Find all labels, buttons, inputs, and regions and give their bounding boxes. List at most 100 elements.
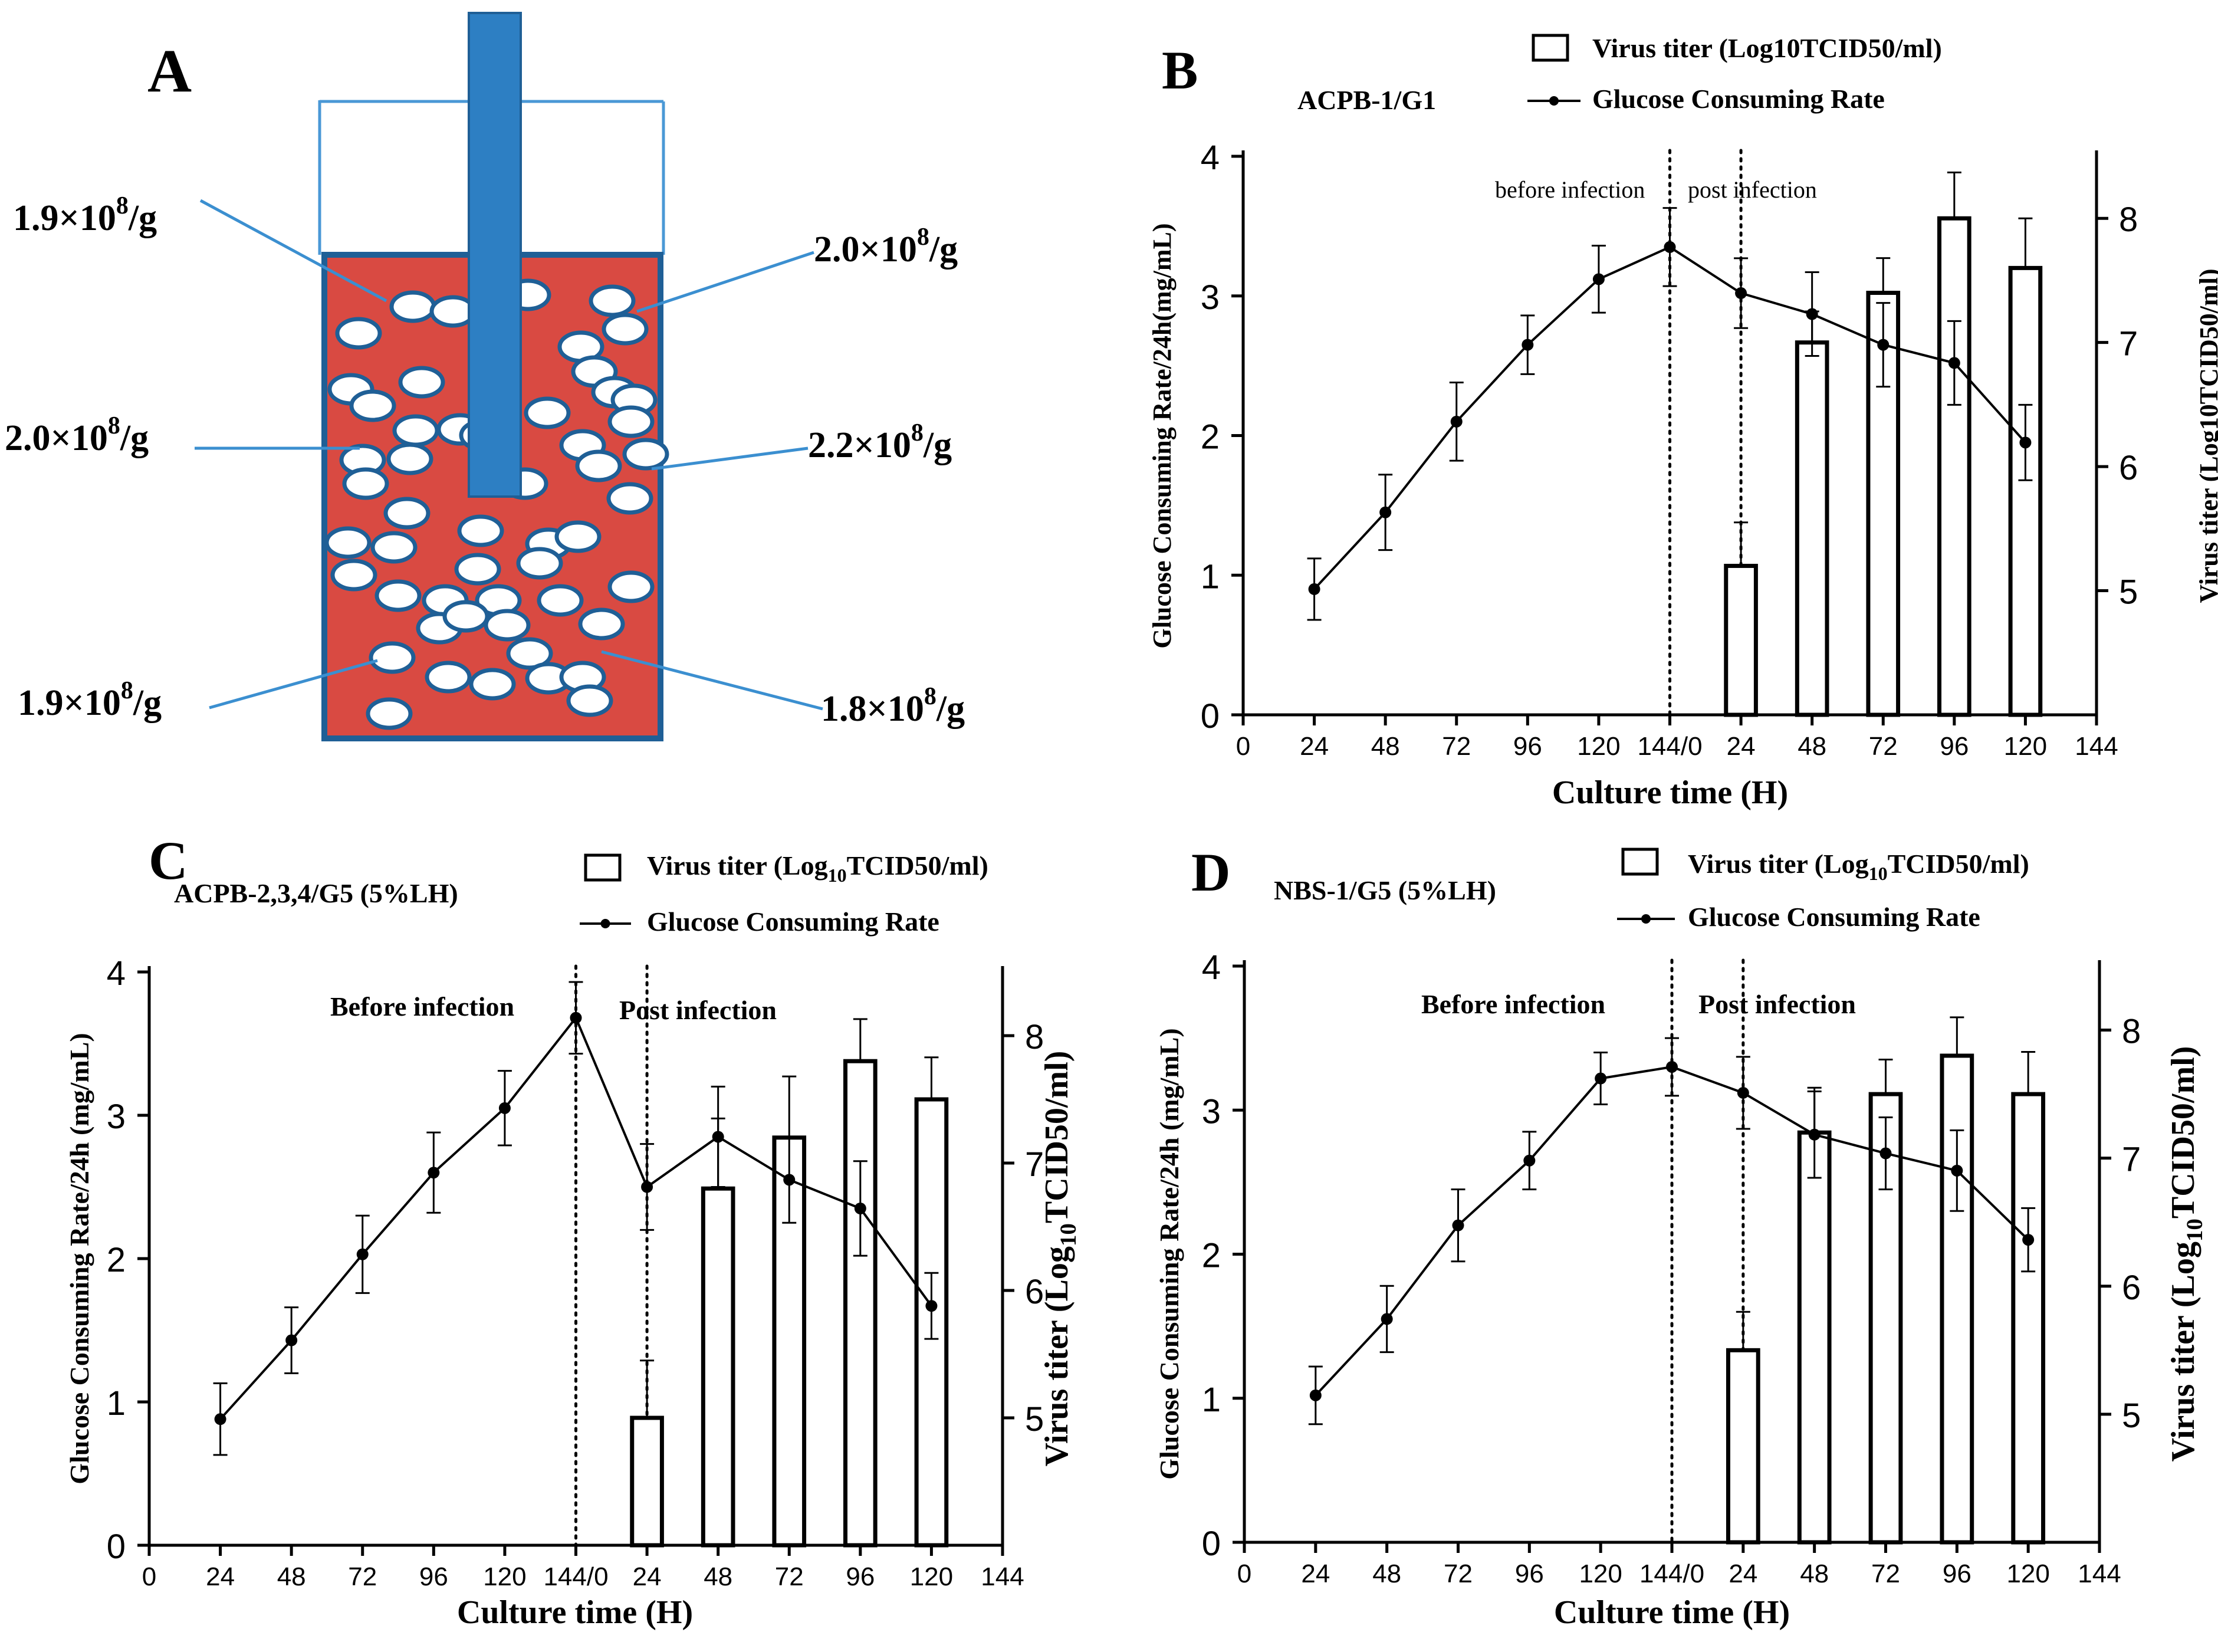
legend-line-marker (1549, 96, 1559, 106)
microcarrier-bead (457, 514, 504, 547)
y-right-tick-label: 5 (1025, 1400, 1044, 1438)
microcarrier-bead (484, 609, 531, 642)
microcarrier-bead (469, 668, 516, 701)
glucose-point (641, 1181, 653, 1193)
panel-a-label: A (147, 37, 192, 105)
x-tick-label: 48 (1371, 732, 1400, 761)
legend: Virus titer (Log10TCID50/ml) Glucose Cons… (1527, 33, 1942, 114)
y-right-tick-label: 8 (1025, 1018, 1044, 1056)
legend-bar-label-text: Virus titer (Log (1688, 849, 1869, 879)
sampling-leader-lines (195, 199, 823, 711)
microcarrier-bead (607, 570, 655, 603)
microcarrier-beads (324, 278, 669, 730)
microcarrier-bead (589, 284, 636, 317)
glucose-point (1523, 1154, 1536, 1167)
glucose-point (356, 1248, 369, 1260)
microcarrier-bead (566, 684, 613, 717)
leader-line-right-middle (651, 446, 809, 471)
y-right-tick-label: 7 (2119, 325, 2138, 363)
x-tick-label: 72 (775, 1562, 804, 1591)
y-right-axis-label: Virus titer (Log10TCID50/ml) (2165, 1046, 2207, 1462)
titer-bar (843, 1059, 878, 1548)
leader-line-left-top (199, 199, 387, 303)
x-tick-label: 96 (1515, 1559, 1544, 1588)
region-label: Before infection (1421, 989, 1605, 1019)
annotation-left-bottom: 1.9×108/g (18, 677, 162, 723)
y-left-tick-label: 2 (1201, 418, 1220, 456)
y-right-axis-label-text: Virus titer (Log10TCID50/ml) (2194, 268, 2218, 603)
glucose-point (498, 1102, 511, 1114)
microcarrier-bead (330, 559, 377, 592)
x-tick-label: 72 (1444, 1559, 1473, 1588)
y-left-tick-label: 1 (107, 1384, 126, 1423)
y-right-axis-label: Virus titer (Log10TCID50/ml) (1039, 1051, 1081, 1467)
legend-bar-label-sub: 10 (1869, 863, 1888, 884)
x-tick-label: 144/0 (543, 1562, 608, 1591)
region-label: before infection (1495, 176, 1645, 203)
microcarrier-bead (606, 482, 653, 515)
microcarrier-bead (335, 317, 382, 350)
microcarrier-bead (425, 661, 472, 694)
glucose-point (925, 1300, 938, 1312)
glucose-point (1381, 1313, 1393, 1325)
legend-bar-label: Virus titer (Log10TCID50/ml) (647, 850, 988, 886)
legend-bar-label-text: Virus titer (Log10TCID50/ml) (1592, 33, 1942, 63)
chart-title: NBS-1/G5 (5%LH) (1274, 875, 1496, 905)
microcarrier-bead (342, 467, 389, 500)
y-right-axis-label: Virus titer (Log10TCID50/ml) (2194, 268, 2218, 603)
microcarrier-bead (575, 449, 622, 482)
microcarrier-bead (537, 584, 584, 617)
microcarrier-bead (349, 389, 396, 422)
glucose-point (1379, 506, 1392, 518)
annotation-right-top: 2.0×108/g (814, 224, 958, 270)
glucose-point (1309, 1389, 1322, 1401)
glucose-point (1664, 241, 1676, 253)
y-left-tick-label: 0 (1202, 1525, 1221, 1563)
x-tick-label: 24 (1729, 1559, 1757, 1588)
x-tick-label: 96 (1940, 732, 1969, 761)
glucose-point (1666, 1060, 1678, 1073)
legend-bar-swatch (584, 853, 622, 882)
x-tick-label: 24 (1300, 732, 1329, 761)
microcarrier-bead (516, 547, 563, 580)
legend-bar-label-rest: TCID50/ml) (1888, 849, 2029, 879)
panel-a-reactor-schematic: A 1.9×108/g 2.0×108/g 1.9×10 (5, 12, 965, 741)
x-tick-label: 96 (1943, 1559, 1971, 1588)
x-tick-label: 0 (1236, 732, 1250, 761)
titer-bar (1726, 1348, 1760, 1545)
panel-b-chart: B ACPB-1/G1 Virus titer (Log10TCID50/ml) Gl… (1148, 33, 2218, 811)
glucose-point (1522, 339, 1534, 351)
titer-bar (1724, 563, 1758, 717)
legend-line-label: Glucose Consuming Rate (647, 907, 939, 937)
legend-bar-swatch (1621, 848, 1659, 876)
panel-label: C (149, 830, 188, 891)
glucose-point (1737, 1086, 1749, 1099)
y-right-tick-label: 6 (2122, 1269, 2141, 1307)
microcarrier-bead (386, 442, 433, 475)
glucose-point (1592, 273, 1605, 285)
microcarrier-bead (369, 641, 416, 674)
y-left-axis-label: Glucose Consuming Rate/24h (mg/mL) (64, 1033, 94, 1484)
y-right-tick-label: 5 (2122, 1397, 2141, 1435)
microcarrier-bead (383, 497, 431, 530)
y-left-axis-label: Glucose Consuming Rate/24h(mg/mL) (1148, 223, 1177, 648)
legend-line-marker (600, 919, 610, 928)
x-tick-label: 0 (142, 1562, 156, 1591)
legend-line-label: Glucose Consuming Rate (1592, 84, 1885, 114)
glucose-point (1735, 287, 1747, 300)
glucose-point (2019, 436, 2032, 449)
chart-title: ACPB-2,3,4/G5 (5%LH) (174, 878, 458, 908)
legend-bar-label: Virus titer (Log10TCID50/ml) (1688, 849, 2029, 884)
titer-bar (1940, 1053, 1974, 1545)
glucose-point (214, 1413, 226, 1426)
glucose-point (2022, 1234, 2035, 1246)
y-right-axis-label-text: Virus titer (Log (1039, 1246, 1075, 1466)
titer-bar (1795, 340, 1829, 717)
microcarrier-bead (389, 290, 436, 323)
microcarrier-bead (506, 637, 553, 670)
y-right-tick-label: 7 (1025, 1145, 1044, 1184)
x-tick-label: 48 (1798, 732, 1826, 761)
y-right-axis-label-rest: TCID50/ml) (2165, 1046, 2201, 1219)
microcarrier-bead (392, 414, 439, 447)
